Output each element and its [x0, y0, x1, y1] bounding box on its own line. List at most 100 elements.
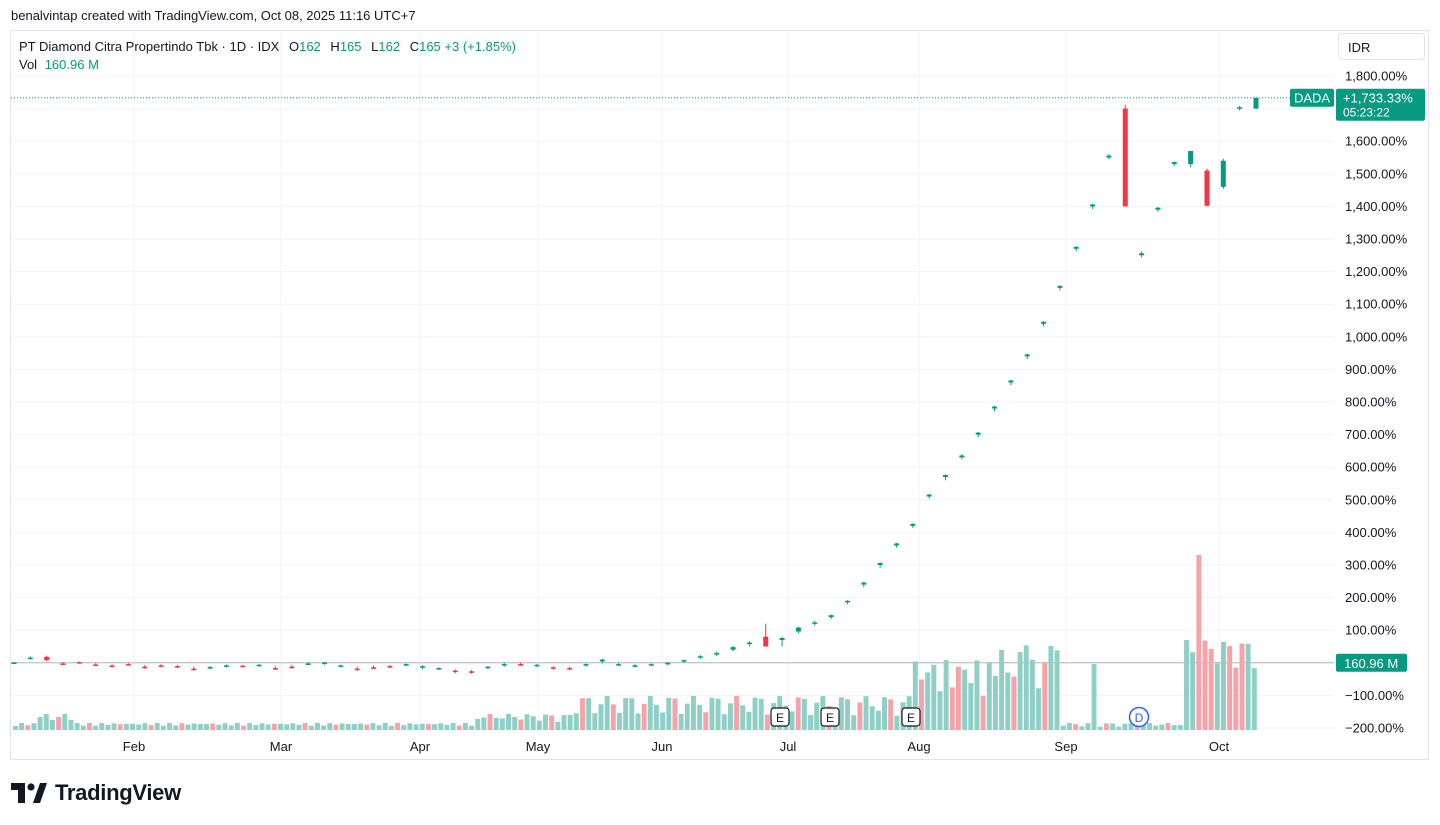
volume-bar: [1005, 672, 1011, 730]
candle-body: [191, 668, 197, 671]
candle-body: [616, 664, 622, 666]
candle-body: [632, 665, 638, 667]
candle-body: [959, 455, 965, 458]
volume-bar: [1245, 643, 1251, 730]
candle-body: [1090, 204, 1096, 207]
volume-bar: [592, 713, 598, 730]
volume-bar: [197, 723, 203, 730]
volume-bar: [339, 723, 345, 730]
volume-bar: [1184, 640, 1189, 730]
candle-body: [240, 665, 246, 668]
volume-bar: [302, 723, 308, 730]
volume-bar: [863, 696, 869, 730]
volume-bar: [216, 724, 222, 730]
volume-bar: [690, 696, 696, 730]
x-tick-label: Aug: [907, 739, 930, 754]
y-tick-label: 400.00%: [1345, 525, 1397, 540]
candle-body: [681, 660, 687, 662]
volume-bar: [210, 723, 216, 730]
price-axis: 1,800.00%1,700.00%1,600.00%1,500.00%1,40…: [1290, 69, 1425, 736]
candle-body: [583, 664, 589, 666]
earnings-marker-box: [820, 707, 840, 727]
volume-bar: [1227, 646, 1233, 730]
x-tick-label: Sep: [1054, 739, 1077, 754]
volume-bar: [413, 724, 419, 730]
volume-bar: [1116, 726, 1122, 730]
y-tick-label: 600.00%: [1345, 460, 1397, 475]
candle-body: [763, 636, 769, 647]
candle-body: [60, 663, 66, 665]
volume-bar: [315, 723, 320, 730]
volume-bar: [1177, 725, 1183, 730]
volume-bar: [1190, 652, 1196, 730]
candle-body: [109, 665, 115, 667]
volume-bar: [974, 660, 980, 730]
candle-body: [992, 406, 998, 409]
symbol-tag-label: DADA: [1294, 91, 1330, 106]
volume-bar: [869, 706, 875, 730]
volume-bar: [518, 719, 524, 730]
earnings-marker: E: [770, 707, 790, 727]
y-tick-label: 200.00%: [1345, 590, 1397, 605]
instrument-title[interactable]: PT Diamond Citra Propertindo Tbk · 1D · …: [19, 39, 280, 54]
volume-bar: [1042, 662, 1048, 730]
volume-bar: [259, 723, 265, 730]
volume-bar: [986, 662, 992, 730]
volume-bars: [13, 555, 1257, 730]
volume-bar: [25, 725, 31, 730]
volume-bar: [80, 725, 86, 730]
volume-bar: [43, 714, 49, 730]
candle-body: [1024, 354, 1030, 357]
volume-bar: [875, 710, 881, 730]
volume-bar: [438, 723, 444, 730]
volume-bar: [912, 661, 918, 730]
currency-selector[interactable]: IDR: [1338, 33, 1425, 60]
volume-bar: [31, 723, 37, 730]
x-tick-label: Jun: [652, 739, 673, 754]
high-label: H: [330, 39, 340, 54]
candle-body: [354, 668, 360, 671]
volume-bar: [1233, 667, 1239, 730]
earnings-marker-box: [770, 707, 790, 727]
volume-bar: [727, 703, 733, 730]
candle-body: [223, 665, 229, 667]
candle-body: [93, 664, 99, 666]
volume-label[interactable]: Vol: [19, 57, 38, 72]
volume-bar: [1017, 652, 1023, 730]
volume-bar: [271, 723, 277, 730]
volume-bar: [284, 724, 290, 730]
candle-body: [469, 671, 475, 673]
volume-bar: [919, 679, 924, 730]
volume-bar: [444, 724, 450, 730]
candlesticks: [11, 97, 1259, 674]
volume-bar: [278, 723, 283, 730]
candle-body: [289, 666, 295, 669]
volume-bar: [1023, 645, 1029, 730]
volume-bar: [734, 696, 740, 730]
volume-bar: [925, 672, 931, 730]
volume-bar: [74, 723, 80, 730]
volume-bar: [1147, 723, 1152, 730]
volume-bar: [86, 723, 92, 730]
volume-bar: [512, 716, 518, 730]
volume-bar: [567, 714, 573, 730]
volume-bar: [1054, 650, 1060, 730]
dividend-marker: D: [1128, 706, 1150, 728]
volume-tag-label: 160.96 M: [1344, 656, 1398, 671]
volume-bar: [955, 666, 961, 730]
volume-bar: [49, 720, 55, 730]
candle-body: [387, 666, 393, 668]
volume-bar: [173, 725, 179, 730]
volume-bar: [1171, 725, 1177, 730]
volume-bar: [1011, 676, 1017, 730]
volume-bar: [536, 720, 542, 730]
x-tick-label: May: [526, 739, 551, 754]
volume-bar: [561, 715, 567, 730]
dividend-marker-label: D: [1135, 711, 1144, 725]
volume-bar: [937, 691, 943, 730]
volume-bar: [160, 725, 166, 730]
candle-body: [1057, 285, 1063, 288]
volume-bar: [1251, 668, 1257, 730]
earnings-marker: E: [901, 707, 921, 727]
